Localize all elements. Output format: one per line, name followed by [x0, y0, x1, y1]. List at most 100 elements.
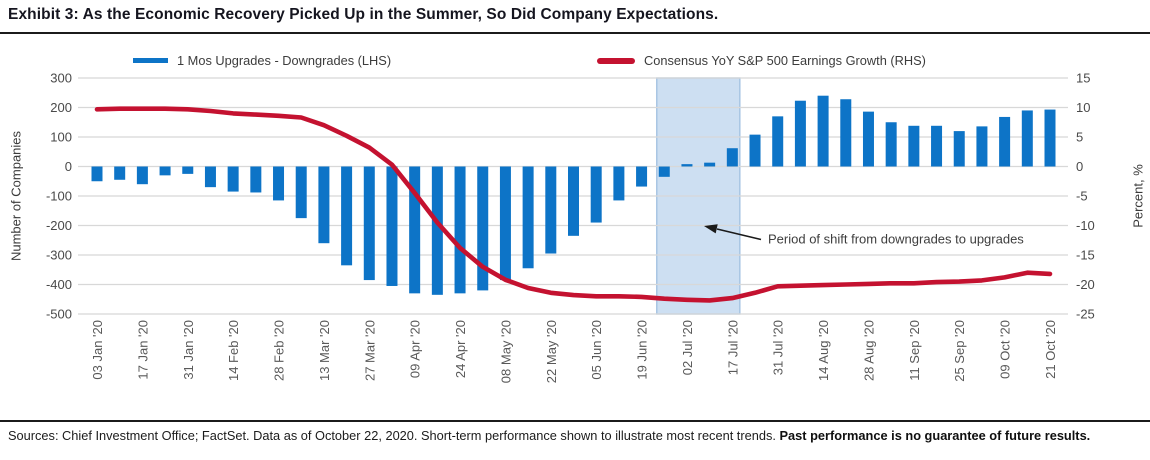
bar — [613, 166, 625, 201]
x-axis-tick: 25 Sep '20 — [952, 320, 967, 382]
bar — [318, 166, 330, 244]
bar — [658, 166, 670, 177]
bar — [431, 166, 443, 295]
legend-item-earnings-growth: Consensus YoY S&P 500 Earnings Growth (R… — [597, 53, 926, 68]
right-axis-tick: 5 — [1076, 130, 1083, 145]
source-note-disclaimer: Past performance is no guarantee of futu… — [779, 428, 1091, 443]
bar — [182, 166, 194, 174]
bar — [522, 166, 534, 269]
x-axis-tick: 09 Oct '20 — [998, 320, 1013, 379]
bar — [999, 116, 1011, 167]
bar — [250, 166, 262, 193]
bar — [1021, 110, 1033, 167]
legend-label-upgrades-downgrades: 1 Mos Upgrades - Downgrades (LHS) — [177, 53, 392, 68]
source-note: Sources: Chief Investment Office; FactSe… — [8, 428, 1146, 443]
bar — [772, 116, 784, 167]
bar-swatch-icon — [133, 58, 168, 63]
left-axis-title: Number of Companies — [8, 130, 24, 262]
x-axis-tick: 24 Apr '20 — [453, 320, 468, 378]
bar — [726, 148, 738, 167]
x-axis-tick: 11 Sep '20 — [907, 320, 922, 381]
x-axis-tick: 17 Jul '20 — [725, 320, 740, 375]
footer-rule — [0, 420, 1150, 422]
right-axis-tick: -20 — [1076, 277, 1095, 292]
left-axis-tick: -100 — [46, 189, 72, 204]
right-axis-title: Percent, % — [1130, 164, 1146, 228]
x-axis-tick: 28 Aug '20 — [861, 320, 876, 381]
x-axis-tick: 31 Jan '20 — [181, 320, 196, 380]
bar — [681, 164, 693, 167]
bar — [499, 166, 511, 281]
bar — [817, 95, 829, 167]
line-swatch-icon — [597, 57, 635, 64]
x-axis-tick: 31 Jul '20 — [771, 320, 786, 375]
right-axis-tick: -5 — [1076, 189, 1088, 204]
annotation-arrowhead-icon — [704, 224, 718, 234]
right-axis-tick: -10 — [1076, 218, 1095, 233]
bar — [953, 131, 965, 167]
bar — [91, 166, 103, 182]
right-axis-tick: 0 — [1076, 159, 1083, 174]
bar — [568, 166, 579, 236]
bar — [931, 125, 943, 167]
x-axis-tick: 05 Jun '20 — [589, 320, 604, 380]
x-axis-tick: 19 Jun '20 — [635, 320, 650, 380]
bar — [1044, 109, 1056, 167]
bar — [386, 166, 398, 286]
bar — [749, 134, 761, 167]
bar — [545, 166, 557, 254]
left-axis-tick: -300 — [46, 248, 72, 263]
title-rule — [0, 32, 1150, 34]
bar — [409, 166, 421, 294]
left-axis-tick: 200 — [50, 100, 72, 115]
bar — [704, 162, 716, 167]
right-axis-tick: 10 — [1076, 100, 1090, 115]
left-axis-tick: 0 — [65, 159, 72, 174]
bar — [477, 166, 489, 291]
source-note-text: Sources: Chief Investment Office; FactSe… — [8, 428, 780, 443]
bar — [227, 166, 239, 192]
bar — [159, 166, 171, 176]
left-axis-tick: -500 — [46, 307, 72, 322]
exhibit-title: Exhibit 3: As the Economic Recovery Pick… — [8, 6, 719, 23]
left-axis-tick: -200 — [46, 218, 72, 233]
left-axis-tick: 300 — [50, 71, 72, 86]
x-axis-tick: 17 Jan '20 — [135, 320, 150, 380]
bar — [885, 122, 897, 167]
x-axis-tick: 09 Apr '20 — [408, 320, 423, 378]
x-axis-tick: 02 Jul '20 — [680, 320, 695, 375]
x-axis-tick: 14 Aug '20 — [816, 320, 831, 381]
bar — [363, 166, 375, 281]
right-axis-tick: -15 — [1076, 248, 1095, 263]
left-axis-tick: 100 — [50, 130, 72, 145]
earnings-growth-line — [94, 106, 1053, 303]
bar — [908, 125, 920, 167]
left-axis-tick: -400 — [46, 277, 72, 292]
bar — [295, 166, 307, 219]
x-axis-tick: 27 Mar '20 — [362, 320, 377, 381]
bar — [454, 166, 466, 294]
x-axis-tick: 28 Feb '20 — [272, 320, 287, 381]
x-axis-tick: 21 Oct '20 — [1043, 320, 1058, 379]
bar — [862, 111, 874, 167]
bar — [840, 99, 852, 167]
x-axis-tick: 22 May '20 — [544, 320, 559, 383]
annotation-arrow-line — [716, 228, 762, 241]
x-axis-tick: 03 Jan '20 — [90, 320, 105, 380]
legend-item-upgrades-downgrades: 1 Mos Upgrades - Downgrades (LHS) — [133, 53, 391, 68]
right-axis-tick: -25 — [1076, 307, 1095, 322]
right-axis-tick: 15 — [1076, 71, 1090, 86]
x-axis-tick: 08 May '20 — [498, 320, 513, 383]
annotation-label: Period of shift from downgrades to upgra… — [768, 232, 1024, 247]
bar — [341, 166, 353, 266]
bar — [636, 166, 648, 187]
bar — [794, 100, 806, 167]
bar — [136, 166, 148, 185]
x-axis-tick: 14 Feb '20 — [226, 320, 241, 381]
bar — [204, 166, 216, 188]
x-axis-tick: 13 Mar '20 — [317, 320, 332, 381]
bar — [273, 166, 285, 201]
legend-label-earnings-growth: Consensus YoY S&P 500 Earnings Growth (R… — [644, 53, 926, 68]
bar — [590, 166, 602, 223]
